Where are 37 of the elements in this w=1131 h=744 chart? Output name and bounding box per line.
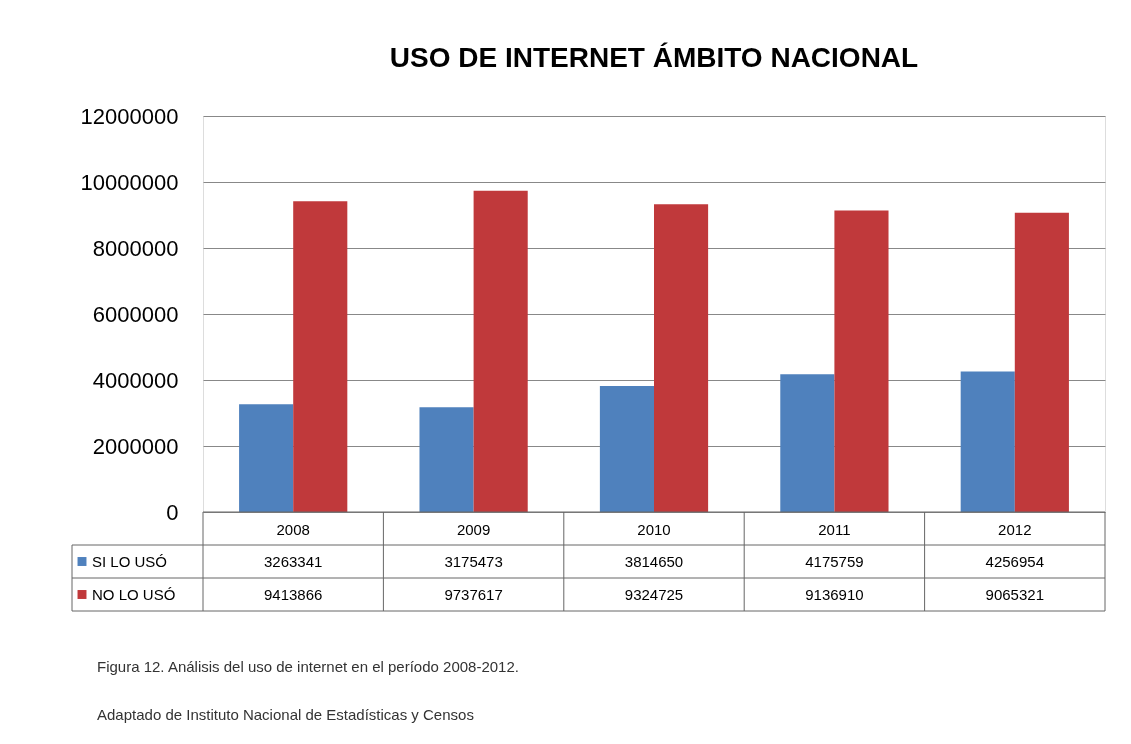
data-label: 9065321 — [985, 585, 1044, 603]
x-tick-label: 2009 — [456, 520, 491, 538]
legend-label: SI LO USÓ — [92, 552, 168, 570]
data-label: 4256954 — [985, 552, 1044, 570]
y-tick-label: 10000000 — [80, 169, 179, 195]
x-tick-label: 2011 — [818, 520, 851, 538]
data-label: 3175473 — [444, 552, 503, 570]
bar — [960, 371, 1015, 512]
chart-title: USO DE INTERNET ÁMBITO NACIONAL — [389, 42, 919, 73]
x-tick-label: 2008 — [276, 520, 310, 538]
x-tick-label: 2012 — [998, 520, 1032, 538]
data-label: 4175759 — [805, 552, 864, 570]
y-tick-label: 4000000 — [92, 367, 179, 393]
bar — [239, 404, 294, 512]
bar — [780, 374, 835, 512]
bar — [1014, 212, 1069, 512]
data-label: 9324725 — [624, 585, 684, 603]
bar — [293, 201, 348, 512]
bar — [834, 210, 889, 512]
bar — [419, 407, 474, 512]
y-tick-label: 6000000 — [92, 301, 179, 327]
data-label: 9136910 — [805, 585, 864, 603]
y-tick-label: 8000000 — [92, 235, 179, 261]
bar — [473, 190, 528, 512]
bar — [599, 386, 654, 512]
y-tick-label: 0 — [166, 499, 179, 525]
y-tick-label: 12000000 — [80, 103, 179, 129]
y-tick-label: 2000000 — [92, 433, 179, 459]
legend-label: NO LO USÓ — [92, 585, 176, 603]
x-tick-label: 2010 — [637, 520, 671, 538]
data-label: 9737617 — [444, 585, 503, 603]
text: Figura 12. Análisis del uso de internet en el período 2008-2012. — [97, 658, 519, 675]
data-label: 9413866 — [264, 585, 323, 603]
bar — [654, 204, 709, 512]
data-label: 3814650 — [624, 552, 684, 570]
text: Adaptado de Instituto Nacional de Estadísticas y Censos — [97, 706, 474, 723]
data-label: 3263341 — [264, 552, 323, 570]
